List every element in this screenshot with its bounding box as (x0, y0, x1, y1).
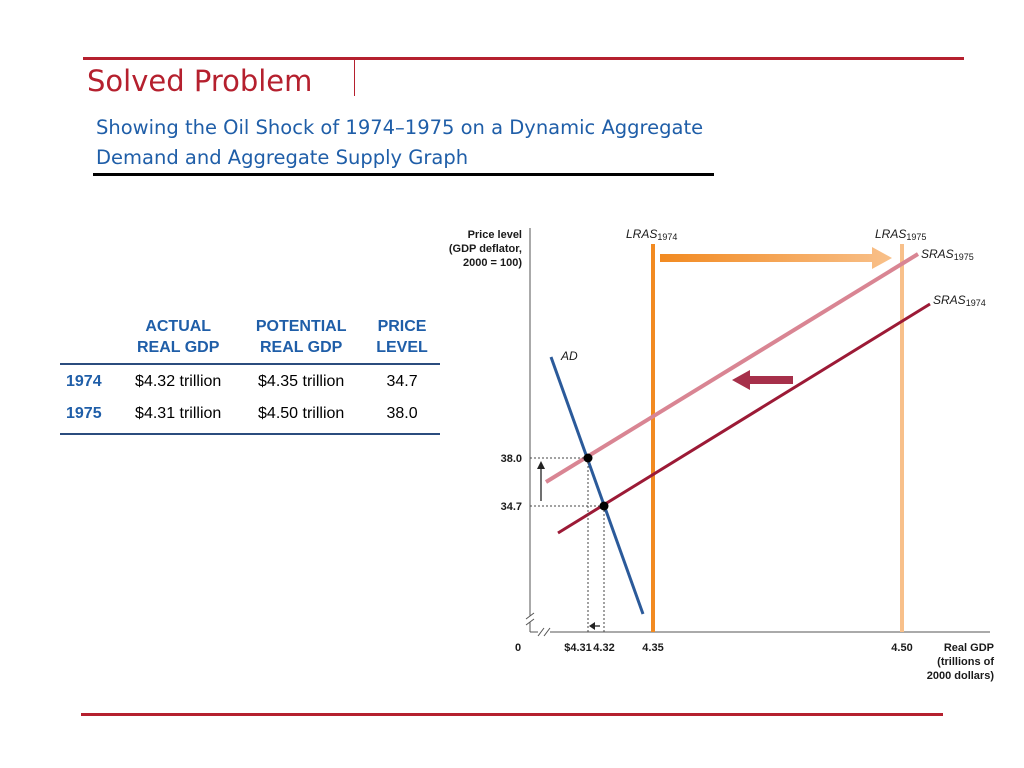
sras-1974-curve (557, 302, 931, 535)
x-tick-label: 4.50 (891, 642, 912, 654)
top-rule (83, 57, 964, 60)
header-potential-real-gdp: POTENTIAL REAL GDP (238, 314, 365, 365)
row-year: 1974 (66, 373, 102, 390)
slide-subtitle: Showing the Oil Shock of 1974–1975 on a … (96, 113, 776, 173)
title-divider (354, 60, 355, 96)
ad-curve (549, 356, 645, 615)
sras-1975-label: SRAS1975 (921, 247, 974, 262)
x-axis-label: 2000 dollars) (927, 670, 995, 682)
y-tick-label: 38.0 (501, 453, 522, 465)
y-axis-break-mark (525, 618, 535, 626)
lras-label-1975: LRAS1975 (875, 227, 926, 242)
subtitle-line-2: Demand and Aggregate Supply Graph (96, 146, 469, 169)
row-actual-gdp: $4.31 trillion (118, 397, 239, 435)
ad-label: AD (560, 349, 578, 363)
y-axis-label: Price level (468, 229, 522, 241)
x-axis-label: Real GDP (944, 642, 994, 654)
subtitle-line-1: Showing the Oil Shock of 1974–1975 on a … (96, 116, 704, 139)
row-price-level: 38.0 (364, 397, 440, 435)
row-year: 1975 (60, 397, 119, 435)
gdp-left-arrowhead (589, 622, 595, 630)
price-up-arrowhead (537, 461, 545, 469)
x-tick-label: $4.31 (564, 642, 592, 654)
subtitle-rule (93, 173, 714, 176)
sras-1975-curve (544, 252, 920, 484)
x-tick-label: 4.32 (593, 642, 614, 654)
x-axis-label: (trillions of (937, 656, 994, 668)
sras-1974-label: SRAS1974 (933, 293, 986, 308)
x-tick-label: 4.35 (642, 642, 663, 654)
equilibrium-point (583, 453, 593, 463)
header-actual-real-gdp: ACTUAL REAL GDP (118, 314, 239, 365)
y-tick-label: 34.7 (501, 501, 522, 513)
row-potential-gdp: $4.35 trillion (258, 373, 345, 390)
header-year (60, 314, 119, 365)
gdp-price-table: ACTUAL REAL GDP POTENTIAL REAL GDP PRICE LE… (60, 314, 440, 435)
row-actual-gdp: $4.32 trillion (135, 373, 222, 390)
x-axis-break-mark (537, 627, 545, 637)
bottom-rule (81, 713, 943, 716)
y-axis-break-mark (525, 612, 535, 620)
x-axis-break-mark (543, 627, 551, 637)
row-potential-gdp: $4.50 trillion (238, 397, 365, 435)
y-axis-label: (GDP deflator, (449, 243, 522, 255)
equilibrium-point (599, 501, 609, 511)
slide-title: Solved Problem (87, 64, 313, 98)
table-header-row: ACTUAL REAL GDP POTENTIAL REAL GDP PRICE LE… (60, 314, 440, 365)
y-axis-label: 2000 = 100) (463, 257, 522, 269)
table-row: 1974 $4.32 trillion $4.35 trillion 34.7 (60, 364, 440, 397)
origin-label: 0 (515, 642, 521, 654)
row-price-level: 34.7 (386, 373, 418, 390)
lras-shift-arrow (660, 247, 892, 269)
lras-label-1974: LRAS1974 (626, 227, 677, 242)
table-row: 1975 $4.31 trillion $4.50 trillion 38.0 (60, 397, 440, 435)
sras-shift-arrow (732, 370, 793, 390)
header-price-level: PRICE LEVEL (364, 314, 440, 365)
